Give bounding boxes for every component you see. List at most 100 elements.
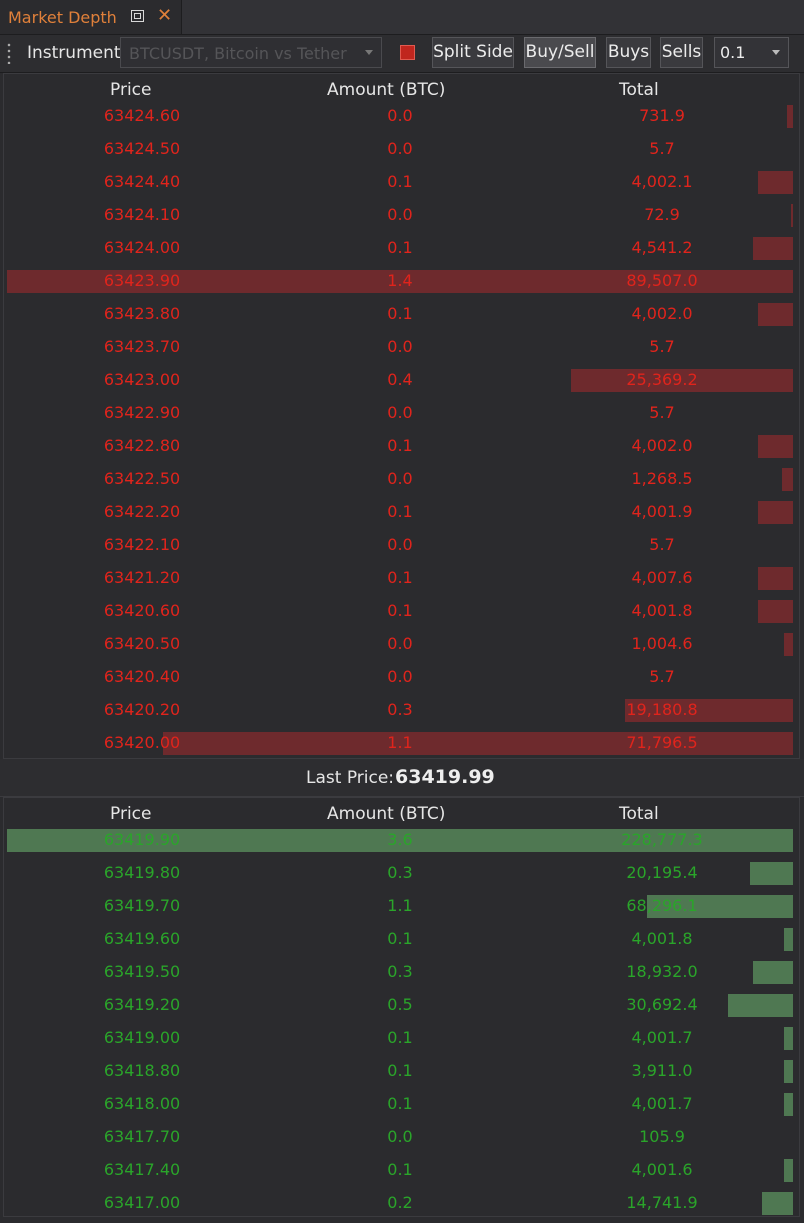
ask-row[interactable]: 63422.20 0.1 4,001.9 bbox=[4, 496, 799, 529]
bid-price: 63419.50 bbox=[103, 962, 181, 981]
ask-row[interactable]: 63424.10 0.0 72.9 bbox=[4, 199, 799, 232]
ask-row[interactable]: 63424.60 0.0 731.9 bbox=[4, 100, 799, 133]
bid-row[interactable]: 63417.40 0.1 4,001.6 bbox=[4, 1154, 799, 1187]
ask-row[interactable]: 63424.40 0.1 4,002.1 bbox=[4, 166, 799, 199]
bid-row[interactable]: 63419.80 0.3 20,195.4 bbox=[4, 857, 799, 890]
ask-price: 63423.90 bbox=[103, 271, 181, 290]
ask-price: 63422.80 bbox=[103, 436, 181, 455]
ask-row[interactable]: 63420.40 0.0 5.7 bbox=[4, 661, 799, 694]
ask-row[interactable]: 63422.90 0.0 5.7 bbox=[4, 397, 799, 430]
column-header-price: Price bbox=[110, 80, 152, 100]
bid-total: 68,296.1 bbox=[626, 896, 698, 915]
ask-total: 4,002.1 bbox=[631, 172, 693, 191]
split-side-button[interactable]: Split Side bbox=[432, 37, 514, 68]
ask-row[interactable]: 63422.10 0.0 5.7 bbox=[4, 529, 799, 562]
column-header-total: Total bbox=[619, 80, 659, 100]
ask-total: 19,180.8 bbox=[626, 700, 698, 719]
ask-total: 5.7 bbox=[649, 667, 675, 686]
ask-row[interactable]: 63420.00 1.1 71,796.5 bbox=[4, 727, 799, 760]
quantity-select[interactable]: 0.1 bbox=[714, 37, 789, 68]
bid-total: 14,741.9 bbox=[626, 1193, 698, 1212]
bid-row[interactable]: 63417.00 0.2 14,741.9 bbox=[4, 1187, 799, 1220]
ask-amount: 1.1 bbox=[387, 733, 413, 752]
ask-price: 63420.40 bbox=[103, 667, 181, 686]
ask-total: 5.7 bbox=[649, 403, 675, 422]
depth-bar bbox=[758, 600, 793, 623]
bid-amount: 0.1 bbox=[387, 1094, 413, 1113]
bid-price: 63417.00 bbox=[103, 1193, 181, 1212]
ask-row[interactable]: 63423.00 0.4 25,369.2 bbox=[4, 364, 799, 397]
bid-total: 3,911.0 bbox=[631, 1061, 693, 1080]
ask-amount: 0.1 bbox=[387, 304, 413, 323]
bid-total: 20,195.4 bbox=[626, 863, 698, 882]
ask-total: 731.9 bbox=[639, 106, 685, 125]
bid-price: 63419.00 bbox=[103, 1028, 181, 1047]
depth-bar bbox=[728, 994, 793, 1017]
ask-amount: 0.0 bbox=[387, 667, 413, 686]
bid-row[interactable]: 63419.00 0.1 4,001.7 bbox=[4, 1022, 799, 1055]
bid-row[interactable]: 63418.80 0.1 3,911.0 bbox=[4, 1055, 799, 1088]
ask-price: 63422.90 bbox=[103, 403, 181, 422]
bid-amount: 0.2 bbox=[387, 1193, 413, 1212]
sells-button[interactable]: Sells bbox=[660, 37, 703, 68]
popout-icon[interactable] bbox=[131, 10, 144, 22]
bid-row[interactable]: 63419.20 0.5 30,692.4 bbox=[4, 989, 799, 1022]
ask-row[interactable]: 63423.70 0.0 5.7 bbox=[4, 331, 799, 364]
ask-row[interactable]: 63420.60 0.1 4,001.8 bbox=[4, 595, 799, 628]
ask-amount: 0.0 bbox=[387, 205, 413, 224]
buy-sell-button[interactable]: Buy/Sell bbox=[524, 37, 596, 68]
last-price-label: Last Price: bbox=[306, 768, 395, 788]
buys-button[interactable]: Buys bbox=[606, 37, 651, 68]
bid-total: 4,001.7 bbox=[631, 1028, 693, 1047]
ask-row[interactable]: 63423.80 0.1 4,002.0 bbox=[4, 298, 799, 331]
ask-amount: 0.0 bbox=[387, 337, 413, 356]
bid-price: 63417.70 bbox=[103, 1127, 181, 1146]
depth-bar bbox=[787, 105, 793, 128]
bid-row[interactable]: 63419.50 0.3 18,932.0 bbox=[4, 956, 799, 989]
depth-bar bbox=[784, 1093, 793, 1116]
depth-bar bbox=[758, 303, 793, 326]
close-icon[interactable]: ✕ bbox=[157, 5, 173, 26]
bid-total: 4,001.8 bbox=[631, 929, 693, 948]
depth-bar bbox=[782, 468, 793, 491]
depth-bar bbox=[758, 567, 793, 590]
ask-row[interactable]: 63421.20 0.1 4,007.6 bbox=[4, 562, 799, 595]
bid-total: 4,001.6 bbox=[631, 1160, 693, 1179]
quantity-value: 0.1 bbox=[720, 43, 746, 62]
bid-row[interactable]: 63418.00 0.1 4,001.7 bbox=[4, 1088, 799, 1121]
depth-bar bbox=[753, 961, 793, 984]
ask-row[interactable]: 63422.80 0.1 4,002.0 bbox=[4, 430, 799, 463]
depth-bar bbox=[750, 862, 793, 885]
tab-market-depth[interactable]: Market Depth ✕ bbox=[0, 0, 182, 34]
toolbar: Instrument: BTCUSDT, Bitcoin vs Tether S… bbox=[0, 35, 804, 73]
asks-panel: Price Amount (BTC) Total 63424.60 0.0 731.… bbox=[3, 73, 800, 759]
ask-row[interactable]: 63420.50 0.0 1,004.6 bbox=[4, 628, 799, 661]
ask-row[interactable]: 63422.50 0.0 1,268.5 bbox=[4, 463, 799, 496]
bid-amount: 1.1 bbox=[387, 896, 413, 915]
bid-amount: 0.3 bbox=[387, 863, 413, 882]
ask-total: 5.7 bbox=[649, 139, 675, 158]
chevron-down-icon bbox=[772, 50, 780, 55]
color-swatch-icon[interactable] bbox=[400, 45, 415, 60]
ask-price: 63424.50 bbox=[103, 139, 181, 158]
bid-amount: 0.3 bbox=[387, 962, 413, 981]
ask-row[interactable]: 63424.50 0.0 5.7 bbox=[4, 133, 799, 166]
ask-row[interactable]: 63423.90 1.4 89,507.0 bbox=[4, 265, 799, 298]
ask-amount: 0.1 bbox=[387, 601, 413, 620]
ask-price: 63422.10 bbox=[103, 535, 181, 554]
ask-row[interactable]: 63424.00 0.1 4,541.2 bbox=[4, 232, 799, 265]
ask-price: 63420.00 bbox=[103, 733, 181, 752]
ask-row[interactable]: 63420.20 0.3 19,180.8 bbox=[4, 694, 799, 727]
drag-handle-icon[interactable] bbox=[7, 42, 11, 64]
bid-row[interactable]: 63419.70 1.1 68,296.1 bbox=[4, 890, 799, 923]
bid-row[interactable]: 63419.90 3.6 228,777.3 bbox=[4, 824, 799, 857]
column-header-total: Total bbox=[619, 804, 659, 824]
bid-row[interactable]: 63417.70 0.0 105.9 bbox=[4, 1121, 799, 1154]
bid-amount: 3.6 bbox=[387, 830, 413, 849]
ask-amount: 0.4 bbox=[387, 370, 413, 389]
bid-row[interactable]: 63419.60 0.1 4,001.8 bbox=[4, 923, 799, 956]
instrument-select[interactable]: BTCUSDT, Bitcoin vs Tether bbox=[120, 37, 382, 68]
bid-price: 63419.70 bbox=[103, 896, 181, 915]
ask-total: 25,369.2 bbox=[626, 370, 698, 389]
ask-total: 4,002.0 bbox=[631, 436, 693, 455]
